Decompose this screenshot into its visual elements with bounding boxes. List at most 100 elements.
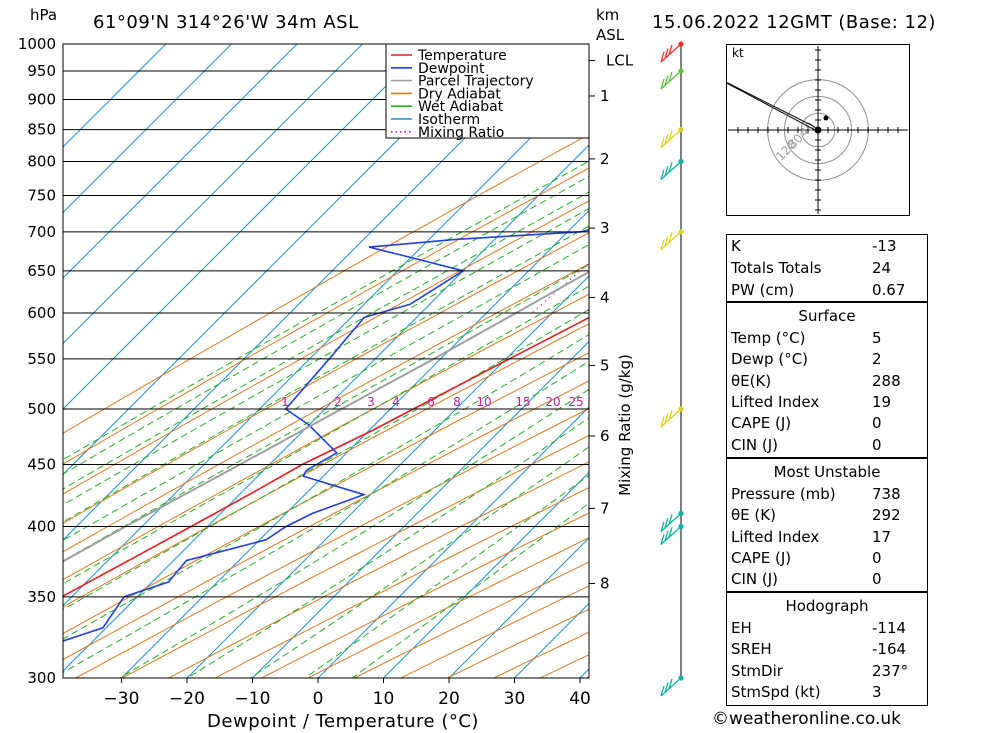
wind-level-dot bbox=[678, 523, 684, 530]
isotherm-line bbox=[317, 406, 589, 678]
surface-row: CAPE (J) 0 bbox=[727, 413, 927, 434]
wet-adiabat-line bbox=[63, 285, 589, 585]
isotherm-line bbox=[63, 44, 364, 345]
index-label: K bbox=[731, 237, 741, 255]
index-value: -114 bbox=[872, 619, 907, 637]
index-value: 19 bbox=[872, 393, 892, 411]
height-reference-label: ASL bbox=[596, 26, 625, 44]
copyright-link[interactable]: ©weatheronline.co.uk bbox=[712, 709, 902, 729]
wind-barb-feather bbox=[664, 165, 669, 177]
pressure-tick-label: 350 bbox=[27, 588, 56, 606]
pressure-tick-label: 600 bbox=[27, 304, 56, 322]
legend-label: Parcel Trajectory bbox=[418, 74, 534, 90]
mu-row: CIN (J) 0 bbox=[727, 569, 927, 590]
mixing-ratio-label: 6 bbox=[427, 395, 435, 409]
isotherm-line bbox=[63, 44, 167, 148]
wind-level-dot bbox=[678, 41, 684, 47]
wind-barb-staff bbox=[660, 526, 682, 545]
dry-adiabat-line bbox=[63, 133, 589, 434]
wind-barb bbox=[660, 675, 684, 697]
pressure-unit-label: hPa bbox=[30, 6, 58, 24]
hodograph-title: Hodograph bbox=[785, 597, 869, 615]
dry-adiabat-line bbox=[260, 512, 589, 678]
wet-adiabat-line bbox=[63, 225, 589, 523]
skew-t-diagram: 3003504004505005506006507007508008509009… bbox=[18, 35, 684, 732]
wind-barb-feather bbox=[660, 169, 665, 180]
index-value: 292 bbox=[872, 506, 901, 524]
surface-row: Dewp (°C) 2 bbox=[727, 349, 927, 370]
station-location: 61°09'N 314°26'W 34m ASL bbox=[93, 12, 359, 33]
wind-barb-feather bbox=[660, 416, 665, 428]
wind-barb-feather bbox=[664, 48, 669, 59]
plot-area bbox=[63, 44, 589, 678]
surface-title: Surface bbox=[798, 307, 856, 325]
index-label: StmSpd (kt) bbox=[731, 683, 821, 701]
wind-barb-feather bbox=[668, 71, 673, 82]
index-label: Lifted Index bbox=[731, 393, 820, 411]
mu-row: θE (K) 292 bbox=[727, 505, 927, 526]
hodograph-point bbox=[823, 115, 829, 121]
pressure-tick-label: 950 bbox=[27, 62, 56, 80]
index-value: 0 bbox=[872, 436, 882, 454]
lcl-label: LCL bbox=[606, 52, 634, 70]
surface-row: θE(K) 288 bbox=[727, 371, 927, 392]
wind-level-dot bbox=[678, 675, 684, 681]
wind-barb-feather bbox=[664, 413, 669, 424]
mixing-ratio-label: 2 bbox=[334, 395, 342, 409]
wind-barb bbox=[660, 126, 684, 149]
index-label: CIN (J) bbox=[731, 436, 779, 454]
pressure-tick-label: 450 bbox=[27, 455, 56, 473]
wind-barb-feather bbox=[668, 678, 673, 689]
index-value: -13 bbox=[872, 237, 897, 255]
pressure-tick-label: 800 bbox=[27, 153, 56, 171]
wind-barb-feather bbox=[660, 534, 665, 545]
pressure-tick-label: 500 bbox=[27, 400, 56, 418]
wind-barb-feather bbox=[660, 685, 665, 697]
index-value: 0 bbox=[872, 549, 882, 567]
wind-barb-feather bbox=[668, 130, 673, 141]
index-label: θE (K) bbox=[731, 506, 776, 524]
legend-label: Dewpoint bbox=[418, 61, 485, 77]
wind-barb bbox=[660, 229, 684, 251]
wind-barb-feather bbox=[668, 514, 673, 525]
wet-adiabat-line bbox=[63, 191, 589, 490]
index-label: SREH bbox=[731, 640, 772, 658]
hodo-row: EH -114 bbox=[727, 618, 927, 639]
wind-barb bbox=[660, 406, 684, 428]
dry-adiabat-line bbox=[74, 407, 589, 678]
index-label: Temp (°C) bbox=[731, 329, 806, 347]
wind-barb-staff bbox=[660, 677, 682, 697]
wind-barb-feather bbox=[664, 133, 669, 145]
wind-level-dot bbox=[678, 158, 684, 165]
index-value: 17 bbox=[872, 528, 892, 546]
index-value: 237° bbox=[872, 662, 909, 680]
index-value: 0 bbox=[872, 570, 882, 588]
km-tick-label: 2 bbox=[600, 150, 610, 168]
x-tick-label: 10 bbox=[373, 689, 395, 709]
wind-barb bbox=[660, 68, 684, 90]
km-tick-label: 8 bbox=[600, 574, 610, 592]
wet-adiabat-line bbox=[186, 417, 589, 678]
mixing-ratio-label: 10 bbox=[476, 395, 491, 409]
hodo-row: StmSpd (kt) 3 bbox=[727, 682, 927, 703]
index-label: Totals Totals bbox=[731, 259, 822, 277]
wind-barb bbox=[660, 523, 684, 545]
forecast-datetime: 15.06.2022 12GMT (Base: 12) bbox=[652, 12, 936, 33]
pressure-tick-label: 850 bbox=[27, 121, 56, 139]
index-row-pw: PW (cm) 0.67 bbox=[727, 280, 927, 301]
index-label: Pressure (mb) bbox=[731, 485, 836, 503]
hodograph-indices-box: Hodograph EH -114 SREH -164 StmDir 237° Stm… bbox=[726, 592, 928, 706]
wind-barb-feather bbox=[668, 527, 673, 538]
x-tick-label: 20 bbox=[438, 689, 460, 709]
wind-level-dot bbox=[678, 406, 684, 412]
wet-adiabat-line bbox=[118, 388, 589, 678]
legend-label: Mixing Ratio bbox=[418, 125, 504, 141]
index-label: CAPE (J) bbox=[731, 414, 792, 432]
km-tick-label: 4 bbox=[600, 288, 610, 306]
index-value: 5 bbox=[872, 329, 882, 347]
index-value: 288 bbox=[872, 372, 901, 390]
mixing-ratio-label: 20 bbox=[545, 395, 560, 409]
most-unstable-title: Most Unstable bbox=[773, 463, 881, 481]
index-value: 0 bbox=[872, 414, 882, 432]
